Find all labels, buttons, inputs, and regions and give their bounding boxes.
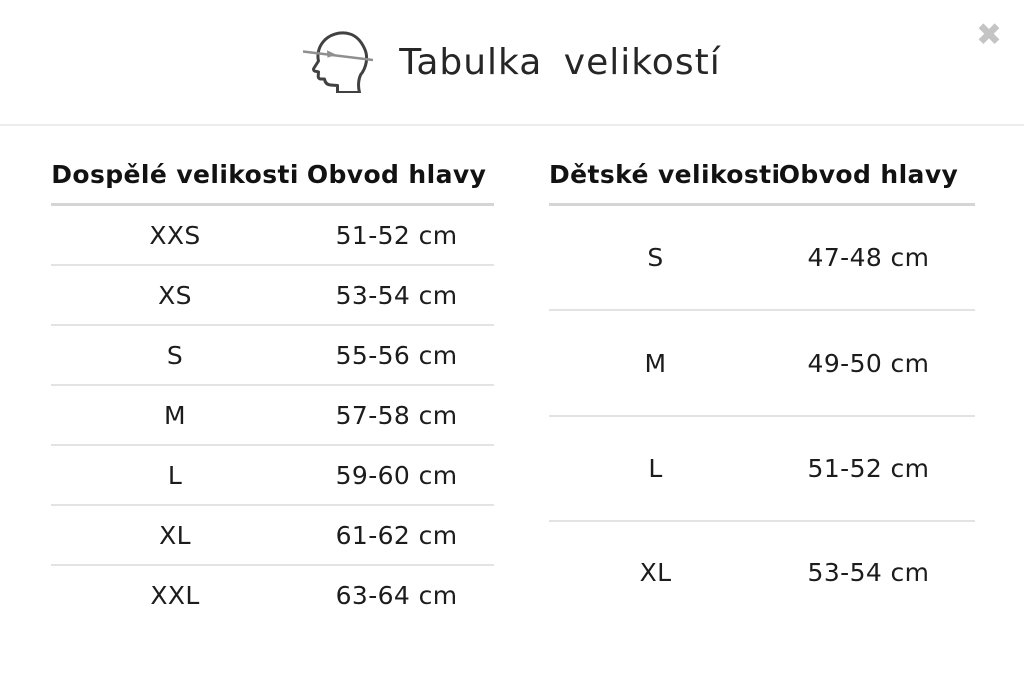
size-cell: XL	[51, 505, 300, 566]
close-icon[interactable]: ✖	[976, 17, 1002, 53]
modal-header: Tabulka velikostí ✖	[0, 0, 1024, 126]
table-row: XL 61-62 cm	[51, 505, 494, 566]
table-row: S 47-48 cm	[549, 204, 975, 312]
size-cell: XXL	[150, 580, 200, 610]
table-row: XL 53-54 cm	[549, 521, 975, 624]
circumference-cell: 53-54 cm	[807, 558, 930, 588]
size-tables-container: Dospělé velikosti Obvod hlavy XXS 51-52 …	[51, 156, 975, 624]
table-header-row: Dětské velikosti Obvod hlavy	[549, 156, 975, 206]
circumference-cell: 51-52 cm	[299, 204, 494, 266]
size-cell: L	[549, 415, 762, 522]
size-cell: M	[549, 310, 762, 417]
table-row: M 49-50 cm	[549, 310, 975, 417]
circumference-cell: 57-58 cm	[299, 385, 494, 446]
adult-circumference-column-header: Obvod hlavy	[299, 156, 494, 206]
circumference-cell: 63-64 cm	[335, 580, 458, 610]
size-cell: XXS	[51, 204, 300, 266]
children-sizes-table: Dětské velikosti Obvod hlavy S 47-48 cm …	[549, 156, 975, 624]
head-measure-icon	[303, 31, 374, 93]
size-cell: XL	[639, 558, 672, 588]
table-row: XXL 63-64 cm	[51, 565, 494, 624]
adult-size-column-header: Dospělé velikosti	[51, 156, 300, 206]
size-cell: S	[549, 204, 762, 312]
size-cell: M	[51, 385, 300, 446]
table-row: S 55-56 cm	[51, 325, 494, 386]
modal-title: Tabulka velikostí	[399, 41, 721, 83]
children-circumference-column-header: Obvod hlavy	[762, 156, 975, 206]
circumference-cell: 61-62 cm	[299, 505, 494, 566]
circumference-cell: 47-48 cm	[762, 204, 975, 312]
table-row: M 57-58 cm	[51, 385, 494, 446]
adult-sizes-table: Dospělé velikosti Obvod hlavy XXS 51-52 …	[51, 156, 494, 624]
table-row: L 51-52 cm	[549, 415, 975, 522]
table-row: XXS 51-52 cm	[51, 204, 494, 266]
circumference-cell: 55-56 cm	[299, 325, 494, 386]
table-row: L 59-60 cm	[51, 445, 494, 506]
table-row: XS 53-54 cm	[51, 265, 494, 326]
size-cell: XS	[51, 265, 300, 326]
children-size-column-header: Dětské velikosti	[549, 156, 780, 206]
circumference-cell: 51-52 cm	[762, 415, 975, 522]
circumference-cell: 49-50 cm	[762, 310, 975, 417]
size-cell: S	[51, 325, 300, 386]
size-cell: L	[51, 445, 300, 506]
circumference-cell: 59-60 cm	[299, 445, 494, 506]
table-header-row: Dospělé velikosti Obvod hlavy	[51, 156, 494, 206]
circumference-cell: 53-54 cm	[299, 265, 494, 326]
